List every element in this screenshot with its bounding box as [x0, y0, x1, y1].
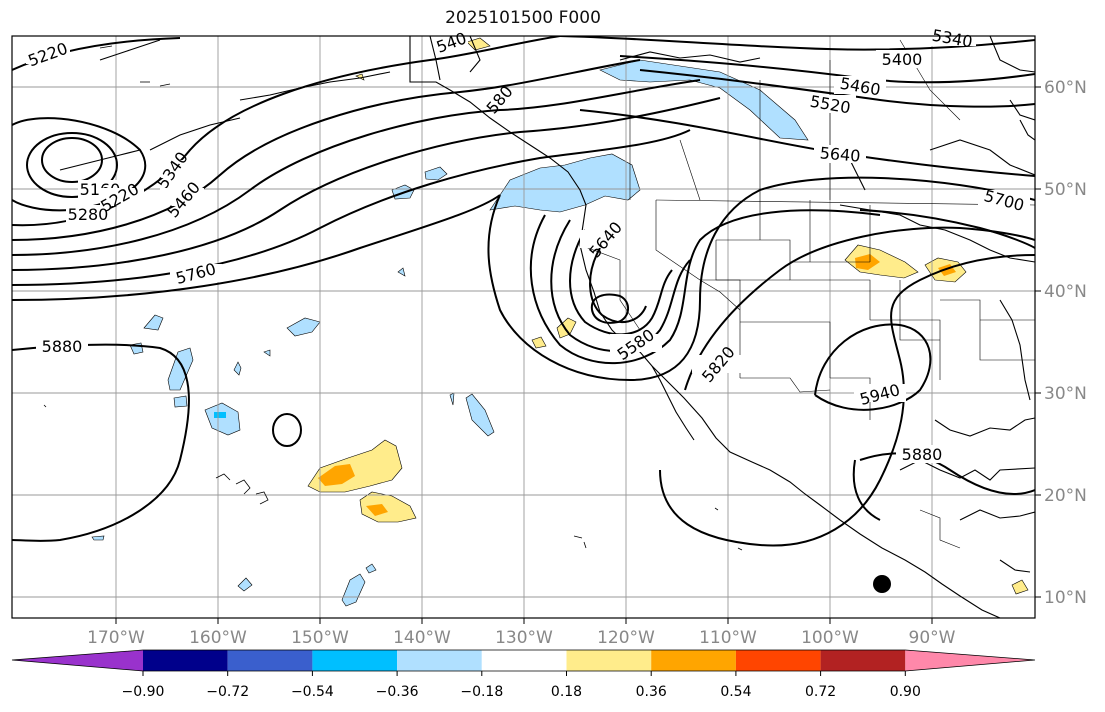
lon-label: 130°W: [495, 628, 553, 648]
colorbar-tick: −0.72: [206, 684, 249, 700]
colorbar-tick: −0.18: [460, 684, 503, 700]
colorbar-segment: [820, 650, 906, 671]
colorbar-tick: −0.36: [376, 684, 419, 700]
lon-label: 170°W: [87, 628, 145, 648]
contour-label: 5880: [42, 337, 83, 356]
longitude-labels: 170°W 160°W 150°W 140°W 130°W 120°W 110°…: [87, 628, 956, 648]
contour-label: 5280: [68, 205, 109, 224]
contour-label: 5400: [882, 50, 923, 69]
colorbar-segment: [735, 650, 821, 671]
colorbar-segment: [566, 650, 652, 671]
lat-label: 60°N: [1044, 78, 1087, 98]
colorbar-segment: [481, 650, 567, 671]
colorbar: −0.90 −0.72 −0.54 −0.36 −0.18 0.18 0.36 …: [11, 649, 1036, 700]
latitude-labels: 60°N 50°N 40°N 30°N 20°N 10°N: [1044, 78, 1087, 608]
lon-label: 140°W: [393, 628, 451, 648]
lat-label: 50°N: [1044, 180, 1087, 200]
negative-core-shading: [214, 412, 226, 418]
map-title: 2025101500 F000: [445, 8, 601, 28]
lon-label: 160°W: [189, 628, 247, 648]
colorbar-tick: 0.18: [551, 684, 582, 700]
lon-label: 150°W: [291, 628, 349, 648]
colorbar-segment: [397, 650, 482, 671]
colorbar-tick: −0.54: [291, 684, 334, 700]
axis-ticks: [115, 86, 1041, 624]
colorbar-tick: 0.72: [805, 684, 836, 700]
lon-label: 90°W: [909, 628, 956, 648]
lon-label: 120°W: [597, 628, 655, 648]
colorbar-extend-high: [905, 650, 1035, 671]
colorbar-segment: [143, 650, 228, 671]
lat-label: 10°N: [1044, 588, 1087, 608]
colorbar-tick: −0.90: [122, 684, 165, 700]
lon-label: 110°W: [699, 628, 757, 648]
contour-label: 5880: [902, 445, 943, 464]
lat-label: 30°N: [1044, 384, 1087, 404]
lat-label: 20°N: [1044, 486, 1087, 506]
colorbar-tick: 0.54: [720, 684, 751, 700]
colorbar-tick: 0.90: [890, 684, 921, 700]
colorbar-tick: 0.36: [636, 684, 667, 700]
colorbar-segment: [227, 650, 313, 671]
colorbar-segment: [651, 650, 736, 671]
lon-label: 100°W: [801, 628, 859, 648]
colorbar-extend-low: [12, 650, 143, 671]
colorbar-segment: [312, 650, 398, 671]
positive-core-shading: [318, 254, 956, 516]
storm-marker: [873, 575, 891, 593]
lat-label: 40°N: [1044, 282, 1087, 302]
contour-label: 5640: [819, 143, 861, 165]
islands: [43, 45, 743, 551]
height-contours: [12, 36, 1035, 547]
contour-label-layer: 5220 5160 5280 5220 5340 5460 5760 5880 …: [25, 26, 1030, 464]
map-background: [12, 36, 1035, 618]
